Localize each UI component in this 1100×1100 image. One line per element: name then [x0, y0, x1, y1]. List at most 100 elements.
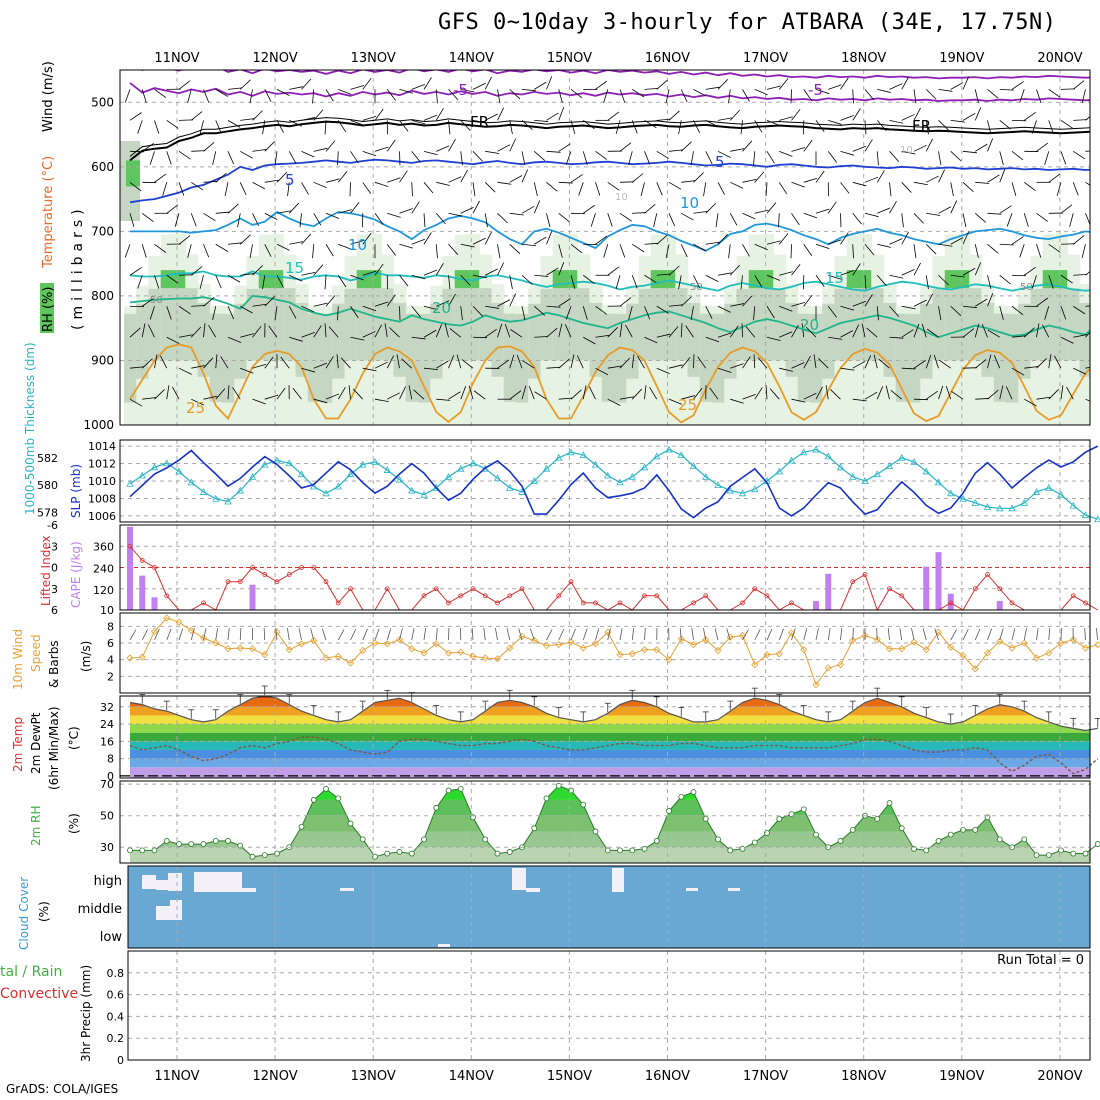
- rh-point: [1082, 850, 1089, 857]
- cloud-cells: [142, 868, 740, 947]
- rh-cell: [258, 278, 272, 361]
- wind-barb: [595, 182, 601, 196]
- wind-barb: [680, 323, 683, 338]
- wind-barb: [1023, 213, 1029, 227]
- wind-barb: [607, 327, 618, 338]
- wind-barb: [240, 333, 254, 338]
- wind-barb: [705, 306, 713, 319]
- wind-barb: [873, 354, 878, 369]
- wind-barb: [565, 306, 572, 320]
- wind-barb: [203, 323, 206, 338]
- wind-barb: [852, 263, 861, 276]
- wind-barb: [387, 212, 401, 218]
- rh-cell: [650, 278, 664, 361]
- rh-point: [249, 853, 256, 860]
- wind-barb: [656, 234, 668, 245]
- rh-cell: [491, 302, 505, 377]
- wind-barb: [665, 89, 670, 104]
- wind-barb: [827, 201, 837, 214]
- rh-cell: [944, 278, 958, 361]
- wind-barb: [337, 171, 348, 183]
- cape-panel-frame: [119, 524, 1091, 611]
- wind-barb: [227, 119, 241, 128]
- rh-point: [1094, 841, 1100, 847]
- wind-barb: [558, 244, 563, 258]
- wind-barb: [166, 151, 172, 165]
- wind-barb: [840, 115, 854, 121]
- wind-barb: [938, 169, 945, 183]
- wind-barb: [717, 305, 731, 313]
- contour-label: 50: [690, 282, 703, 293]
- wind-speed-point: [420, 649, 428, 657]
- cloud-panel: high middle low Cloud Cover (%): [17, 865, 1091, 950]
- wind-speed-point: [187, 626, 195, 635]
- wind-barb: [705, 274, 719, 282]
- wind-barb: [595, 80, 608, 90]
- wind-barb: [576, 355, 584, 369]
- thickness-point: [506, 483, 514, 491]
- wind-barb: [423, 213, 426, 228]
- contour-label: -5: [808, 81, 823, 99]
- wind-barb: [190, 326, 202, 338]
- rh-point: [837, 838, 844, 844]
- wind-barb: [779, 116, 793, 121]
- wind-barb: [289, 86, 304, 90]
- wind-speed-point: [175, 618, 183, 626]
- rh-point: [494, 850, 501, 857]
- li-point: [507, 593, 513, 599]
- wind10m-barb: [129, 629, 137, 641]
- wind-barb: [680, 89, 688, 103]
- wind-barb: [962, 213, 967, 228]
- wind-barb: [187, 244, 192, 258]
- contour-label: -5: [453, 81, 468, 99]
- thickness-point: [800, 448, 808, 456]
- wind-barb: [578, 182, 584, 196]
- temp-band: [130, 696, 1090, 699]
- wind-barb: [693, 243, 707, 252]
- date-label-top: 12NOV: [253, 51, 298, 66]
- wind10m-barb: [154, 628, 160, 641]
- wind-barb: [534, 236, 547, 245]
- wind-barb: [678, 275, 682, 290]
- wind-barb: [1066, 386, 1074, 400]
- li-point: [127, 543, 133, 549]
- wind-barb: [215, 388, 226, 400]
- wind-barb: [717, 79, 729, 90]
- wind-barb: [681, 395, 695, 400]
- thickness-point: [444, 473, 453, 480]
- rh-cell: [981, 302, 995, 377]
- wind-barb: [324, 275, 327, 290]
- wind-speed-point: [983, 649, 992, 657]
- wind-barb: [889, 182, 892, 197]
- wind-barb: [227, 385, 230, 400]
- wind-barb: [386, 355, 394, 369]
- contour-label: 10: [348, 236, 367, 254]
- rh-point: [139, 847, 146, 854]
- wind-barb: [435, 244, 438, 259]
- wind10m-barb: [286, 628, 290, 641]
- rh-band: [130, 847, 1090, 863]
- wind-barb: [729, 109, 741, 121]
- temp-grid: [120, 696, 1090, 778]
- wind-barb: [362, 182, 372, 195]
- wind-barb: [852, 108, 861, 121]
- rh-point: [200, 841, 207, 847]
- precip-tick-label: 0.4: [107, 1010, 125, 1023]
- wind-barb: [435, 324, 443, 338]
- pressure-axis: 500 600 700 800 900 1000: [83, 95, 114, 432]
- wind10m-barb: [742, 629, 749, 641]
- wind-barb: [301, 182, 309, 195]
- wind-barb: [615, 120, 621, 134]
- wind10m-barb: [362, 628, 368, 641]
- wind-barb: [166, 336, 180, 344]
- thickness-point: [824, 452, 832, 460]
- wind-barb: [631, 388, 643, 400]
- wind-barb: [546, 112, 559, 121]
- rh-cell: [1030, 288, 1044, 361]
- credit-text: GrADS: COLA/IGES: [6, 1082, 119, 1096]
- wind-barb: [460, 243, 475, 248]
- temp-unit: (°C): [67, 726, 81, 750]
- wind-barb: [999, 385, 1004, 400]
- wind-barb: [362, 115, 377, 121]
- wind-barb: [292, 387, 302, 400]
